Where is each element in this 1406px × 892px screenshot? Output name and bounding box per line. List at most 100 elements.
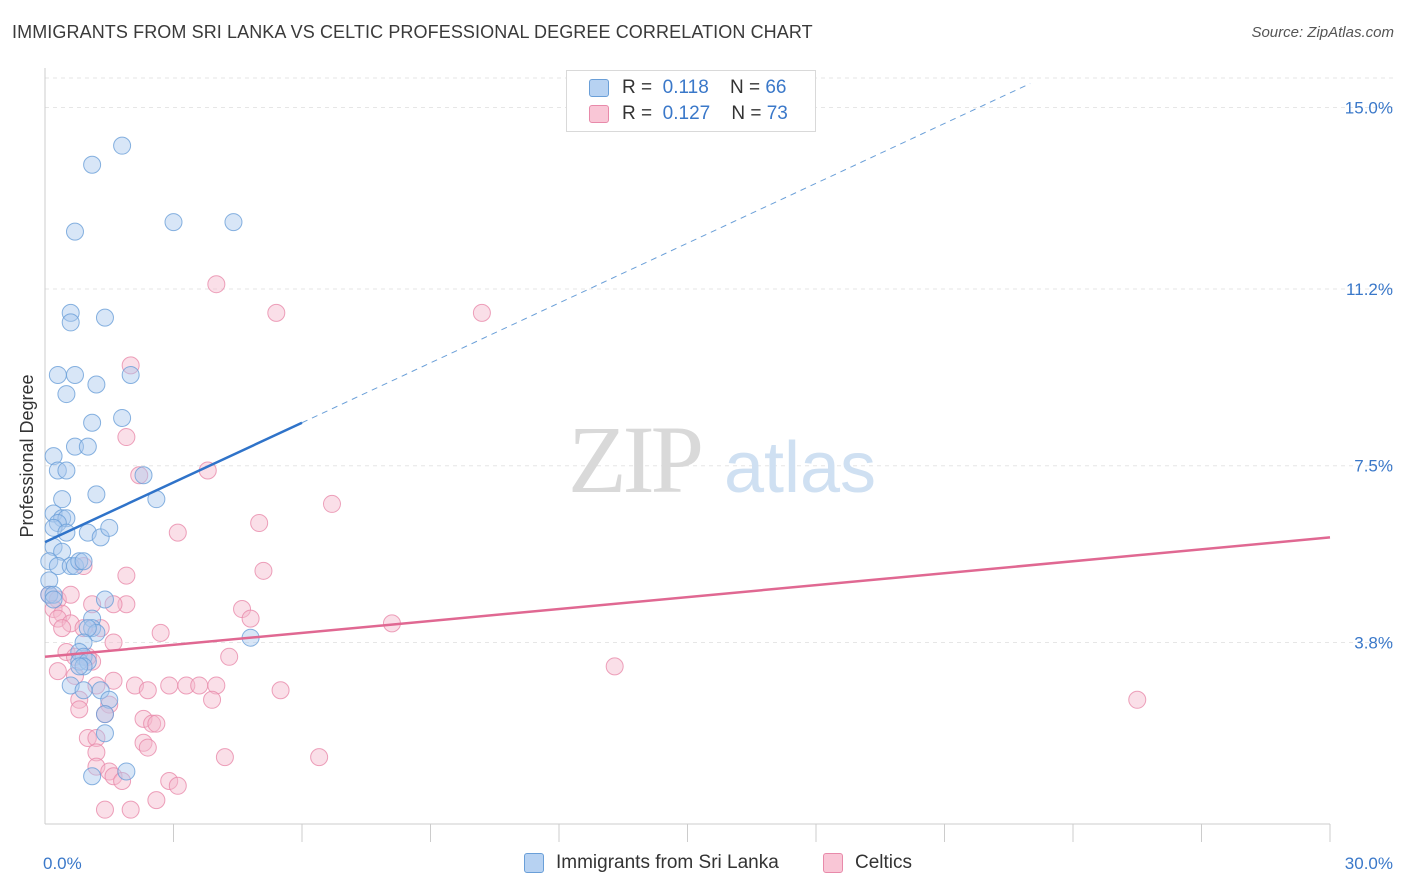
celtics-point xyxy=(130,466,149,485)
r-label: R = xyxy=(622,77,653,98)
sri-lanka-point xyxy=(57,509,76,528)
celtics-point xyxy=(48,662,67,681)
celtics-point xyxy=(168,523,187,542)
sri-lanka-point xyxy=(134,466,153,485)
celtics-point xyxy=(605,657,624,676)
sri-lanka-point xyxy=(70,552,89,571)
legend-swatch-blue xyxy=(524,853,544,873)
celtics-point xyxy=(472,303,491,322)
n-label: N = xyxy=(729,77,761,98)
source-label: Source: ZipAtlas.com xyxy=(1251,24,1394,41)
celtics-point xyxy=(117,566,136,585)
sri-lanka-point xyxy=(40,552,59,571)
x-tick-label: 30.0% xyxy=(1345,854,1393,873)
sri-lanka-point xyxy=(57,461,76,480)
celtics-point xyxy=(203,690,222,709)
sri-lanka-point xyxy=(57,385,76,404)
celtics-point xyxy=(87,729,106,748)
sri-lanka-point xyxy=(53,542,72,561)
celtics-point xyxy=(241,609,260,628)
celtics-point xyxy=(143,714,162,733)
sri-lanka-point xyxy=(48,365,67,384)
celtics-point xyxy=(168,776,187,795)
sri-lanka-point xyxy=(74,633,93,652)
sri-lanka-point xyxy=(74,552,93,571)
celtics-trend-line xyxy=(44,536,1331,659)
legend-swatch-blue xyxy=(589,79,609,97)
celtics-point xyxy=(215,748,234,767)
legend-label-celtics: Celtics xyxy=(855,852,913,873)
celtics-point xyxy=(147,714,166,733)
trend-lines xyxy=(44,83,1331,659)
celtics-point xyxy=(271,681,290,700)
celtics-point xyxy=(117,428,136,447)
sri-lanka-point xyxy=(61,313,80,332)
celtics-point xyxy=(147,791,166,810)
r-value: 0.127 xyxy=(662,103,711,124)
sri-lanka-point xyxy=(74,657,93,676)
y-tick-label: 3.8% xyxy=(1354,633,1393,652)
celtics-point xyxy=(100,695,119,714)
celtics-point xyxy=(95,800,114,819)
sri-lanka-point xyxy=(65,437,84,456)
sri-lanka-point xyxy=(117,762,136,781)
sri-lanka-point xyxy=(87,485,106,504)
sri-lanka-point xyxy=(65,222,84,241)
sri-lanka-point xyxy=(65,365,84,384)
celtics-point xyxy=(70,690,89,709)
watermark-atlas: atlas xyxy=(724,428,876,508)
sri-lanka-point xyxy=(164,213,183,232)
sri-lanka-trend-line xyxy=(44,421,303,544)
legend-row-sri-lanka: R = 0.118 N = 66 xyxy=(589,76,786,100)
sri-lanka-trend-extension xyxy=(301,83,1031,424)
celtics-point xyxy=(220,647,239,666)
celtics-point xyxy=(322,494,341,513)
sri-lanka-point xyxy=(74,681,93,700)
chart-title: IMMIGRANTS FROM SRI LANKA VS CELTIC PROF… xyxy=(12,22,813,42)
celtics-point xyxy=(267,303,286,322)
celtics-point xyxy=(138,681,157,700)
x-tick-label: 0.0% xyxy=(43,854,82,873)
legend-swatch-pink xyxy=(589,105,609,123)
celtics-point xyxy=(87,743,106,762)
celtics-point xyxy=(177,676,196,695)
celtics-point xyxy=(44,600,63,619)
n-label: N = xyxy=(731,103,762,124)
legend-swatch-pink xyxy=(823,853,843,873)
watermark: ZIP atlas xyxy=(568,406,876,513)
sri-lanka-point xyxy=(40,571,59,590)
sri-lanka-point xyxy=(44,590,63,609)
celtics-point xyxy=(160,772,179,791)
sri-lanka-point xyxy=(83,609,102,628)
celtics-point xyxy=(1128,690,1147,709)
watermark-zip: ZIP xyxy=(568,406,701,513)
y-tick-label: 15.0% xyxy=(1345,98,1393,117)
sri-lanka-point xyxy=(113,408,132,427)
sri-lanka-point xyxy=(100,518,119,537)
legend-row-celtics: R = 0.127 N = 73 xyxy=(589,102,788,126)
series-legend: Immigrants from Sri Lanka Celtics xyxy=(0,852,1406,878)
sri-lanka-point xyxy=(87,623,106,642)
y-tick-label: 11.2% xyxy=(1346,280,1393,299)
sri-lanka-point xyxy=(61,303,80,322)
n-value: 73 xyxy=(766,103,788,124)
sri-lanka-point xyxy=(70,657,89,676)
celtics-point xyxy=(207,676,226,695)
tick-labels: 3.8% 7.5% 11.2% 15.0% 0.0% 30.0% xyxy=(43,98,1393,873)
sri-lanka-point xyxy=(78,619,97,638)
celtics-point xyxy=(104,671,123,690)
sri-lanka-point xyxy=(95,590,114,609)
celtics-point xyxy=(190,676,209,695)
sri-lanka-point xyxy=(100,690,119,709)
sri-lanka-point xyxy=(44,447,63,466)
celtics-point xyxy=(117,595,136,614)
celtics-points xyxy=(40,275,1147,819)
r-label: R = xyxy=(622,103,653,124)
celtics-point xyxy=(70,700,89,719)
sri-lanka-points xyxy=(40,136,260,786)
celtics-point xyxy=(254,561,273,580)
celtics-point xyxy=(207,275,226,294)
celtics-point xyxy=(113,772,132,791)
sri-lanka-point xyxy=(87,375,106,394)
